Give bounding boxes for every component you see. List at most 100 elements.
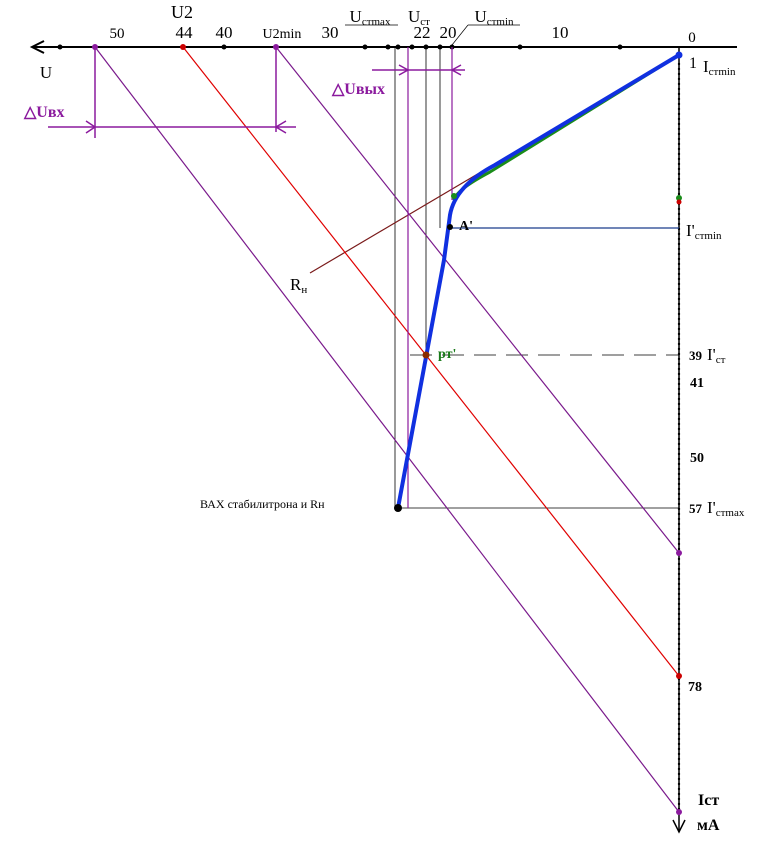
u-axis-arrow [29, 40, 45, 54]
axis-label: 0 [688, 30, 696, 46]
axis-dot [677, 432, 681, 436]
axis-dot [617, 44, 623, 50]
axis-dot [677, 67, 681, 71]
axis-dot [677, 212, 681, 216]
axis-label: 20 [440, 23, 457, 42]
axis-dot [677, 667, 681, 671]
axis-dot [677, 127, 681, 131]
axis-dot [677, 467, 681, 471]
axis-label: 57 [689, 501, 703, 516]
axis-dot [677, 407, 681, 411]
axis-dot [677, 372, 681, 376]
axis-dot [677, 97, 681, 101]
label-sub: стmax [362, 16, 391, 28]
axis-dot [677, 492, 681, 496]
axis-dot [677, 582, 681, 586]
vax-curve [396, 53, 681, 509]
axis-dot [677, 537, 681, 541]
axis-dot [677, 162, 681, 166]
axis-dot [677, 277, 681, 281]
label-leader [451, 24, 469, 46]
axis-dot [677, 707, 681, 711]
axis-dot [677, 392, 681, 396]
axis-dot [677, 547, 681, 551]
point [676, 809, 682, 815]
marker-arrow [450, 64, 462, 76]
axis-label: U2min [263, 27, 302, 42]
axis-dot [677, 357, 681, 361]
axis-dot [677, 307, 681, 311]
load-line-red [182, 46, 680, 677]
axis-dot [677, 632, 681, 636]
axis-dot [677, 722, 681, 726]
axis-dot [677, 347, 681, 351]
axis-dot [677, 627, 681, 631]
i-axis-arrow [672, 819, 686, 834]
axis-dot [677, 782, 681, 786]
axis-dot [385, 44, 391, 50]
axis-dot [677, 657, 681, 661]
axis-label: 1 [689, 55, 697, 72]
axis-dot [677, 762, 681, 766]
axis-dot [677, 367, 681, 371]
axis-dot [677, 457, 681, 461]
axis-dot [677, 647, 681, 651]
axis-dot [677, 742, 681, 746]
axis-dot [677, 732, 681, 736]
axis-dot [677, 112, 681, 116]
label-main: I [703, 57, 709, 76]
axis-dot [677, 522, 681, 526]
label-main: U [474, 7, 486, 26]
point [273, 44, 279, 50]
axis-dot [677, 297, 681, 301]
guide-lines [394, 47, 679, 509]
axis-dot [677, 327, 681, 331]
axis-dot [677, 712, 681, 716]
axis-dot [677, 437, 681, 441]
point [422, 351, 430, 359]
point [92, 44, 98, 50]
axis-dot [677, 557, 681, 561]
axis-dot [677, 792, 681, 796]
axis-dot [677, 152, 681, 156]
axis-dot [677, 137, 681, 141]
axis-dot [677, 497, 681, 501]
axis-dot [677, 302, 681, 306]
label-main: U [350, 7, 362, 26]
point [675, 51, 683, 59]
points [92, 44, 683, 815]
axis-dot [677, 642, 681, 646]
axis-dot [677, 247, 681, 251]
load-line-purple [94, 46, 680, 813]
axis-dot [677, 352, 681, 356]
axis-label: 41 [690, 376, 704, 391]
axis-dot [677, 702, 681, 706]
axis-dot [677, 452, 681, 456]
load-label: Rн [290, 275, 307, 296]
axis-dot [677, 567, 681, 571]
axis-dot [677, 602, 681, 606]
axis-dot [677, 612, 681, 616]
axis-dot [677, 777, 681, 781]
axis-label: 22 [414, 23, 431, 42]
axis-dot [677, 262, 681, 266]
right-axis-labels: 1 Iстmin I'стmin 39 I'ст 41 50 57 I'стma… [686, 55, 745, 834]
point [676, 195, 682, 201]
axis-dot [677, 117, 681, 121]
axis-label: 40 [216, 23, 233, 42]
axis-dot [395, 44, 401, 50]
axis-dot [677, 587, 681, 591]
axis-dots [57, 44, 681, 811]
axis-dot [677, 237, 681, 241]
label-main: R [290, 275, 302, 294]
axis-dot [677, 272, 681, 276]
axis-dot [677, 142, 681, 146]
axis-dot [677, 797, 681, 801]
axis-name: U [40, 63, 52, 82]
axis-dot [677, 217, 681, 221]
axis-dot [677, 412, 681, 416]
point-a-label: A' [459, 219, 473, 234]
top-axis-labels: 50 U2 44 40 U2min 30 Uстmax Uст 22 20 Uс… [40, 2, 696, 82]
axis-label: 50 [110, 26, 125, 42]
axis-dot [677, 442, 681, 446]
